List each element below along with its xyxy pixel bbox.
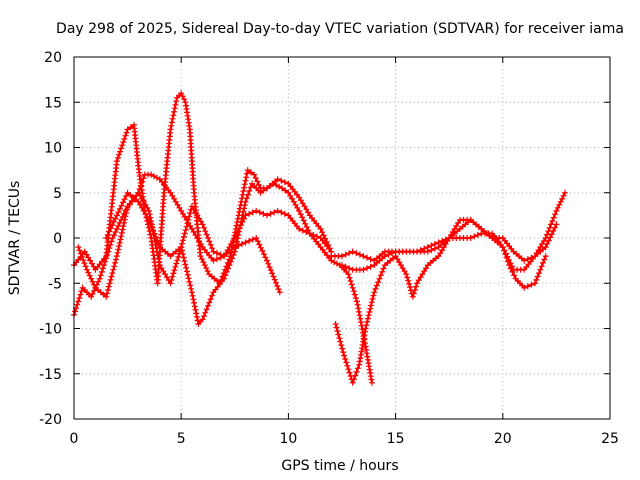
plus-markers <box>75 189 283 300</box>
series-markers-track-8 <box>339 216 560 273</box>
x-tick-label: 10 <box>279 431 297 447</box>
series-layer <box>71 90 568 386</box>
series-markers-track-2 <box>154 90 335 287</box>
y-tick-label: -5 <box>48 276 62 292</box>
y-tick-label: -15 <box>39 367 62 383</box>
x-tick-label: 20 <box>494 431 512 447</box>
x-tick-label: 5 <box>177 431 186 447</box>
y-tick-label: 10 <box>44 141 62 157</box>
y-tick-label: 15 <box>44 95 62 111</box>
series-markers-track-4 <box>75 189 283 300</box>
series-markers-track-5 <box>103 180 375 386</box>
plus-markers <box>339 216 560 273</box>
x-tick-label: 25 <box>601 431 619 447</box>
plus-markers <box>103 180 375 386</box>
plus-markers <box>154 90 335 287</box>
chart-title: Day 298 of 2025, Sidereal Day-to-day VTE… <box>56 21 624 37</box>
x-tick-label: 0 <box>70 431 79 447</box>
y-tick-label: 20 <box>44 50 62 66</box>
y-tick-label: -20 <box>39 412 62 428</box>
y-tick-label: 5 <box>53 186 62 202</box>
y-tick-label: 0 <box>53 231 62 247</box>
x-axis-title: GPS time / hours <box>281 458 398 474</box>
x-tick-label: 15 <box>387 431 405 447</box>
y-axis-title: SDTVAR / TECUs <box>7 181 23 296</box>
axis-ticks: 0 5 10 15 20 25 -20 -15 -10 -5 0 5 10 15 20 <box>39 50 619 447</box>
y-tick-label: -10 <box>39 322 62 338</box>
